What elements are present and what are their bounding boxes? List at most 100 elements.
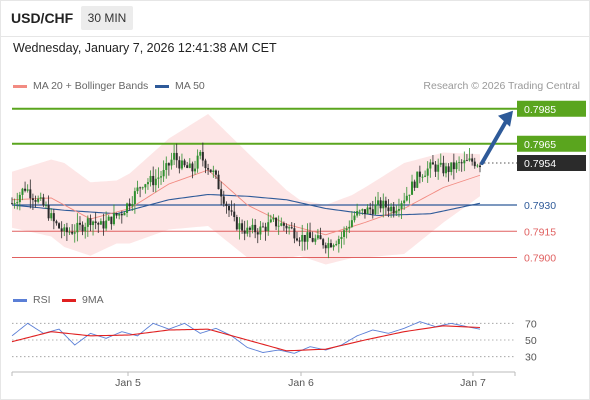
- candle-body: [424, 175, 427, 177]
- candle-body: [136, 187, 139, 192]
- candle-body: [71, 231, 74, 234]
- candle-body: [165, 163, 168, 170]
- candle-body: [235, 217, 238, 230]
- candle-body: [431, 162, 434, 165]
- level-label-0.7900: 0.7900: [524, 253, 556, 265]
- ma9-swatch: [62, 298, 76, 302]
- candle-body: [146, 182, 149, 185]
- rsi-tick-label: 50: [525, 335, 537, 347]
- level-label-0.7985: 0.7985: [524, 104, 556, 116]
- candle-body: [458, 162, 461, 164]
- candle-body: [24, 188, 27, 191]
- candle-body: [379, 200, 382, 209]
- candle-body: [212, 170, 215, 173]
- candle-body: [73, 232, 76, 234]
- candle-body: [157, 177, 160, 179]
- candle-body: [26, 189, 29, 191]
- level-label-0.7954: 0.7954: [524, 158, 556, 170]
- candle-body: [207, 168, 210, 170]
- candle-body: [220, 189, 223, 197]
- candle-body: [405, 195, 408, 201]
- candle-body: [337, 238, 340, 245]
- candle-body: [382, 200, 385, 209]
- candle-body: [115, 213, 118, 216]
- candle-body: [131, 204, 134, 207]
- candle-body: [439, 162, 442, 165]
- candle-body: [353, 215, 356, 221]
- legend-ma50: MA 50: [155, 80, 205, 92]
- ma50-swatch: [155, 84, 169, 88]
- arrow-shaft: [480, 117, 509, 165]
- candle-body: [186, 165, 189, 168]
- symbol-title: USD/CHF: [11, 10, 74, 26]
- candle-body: [416, 171, 419, 188]
- candle-body: [332, 245, 335, 248]
- candle-body: [452, 162, 455, 170]
- candle-body: [429, 162, 432, 169]
- candle-body: [272, 217, 275, 220]
- header-bar: USD/CHF 30 MIN: [0, 0, 590, 37]
- candle-body: [335, 244, 338, 246]
- candle-body: [139, 187, 142, 189]
- candle-body: [162, 169, 165, 177]
- candle-body: [178, 160, 181, 169]
- candle-body: [214, 170, 217, 175]
- candle-body: [47, 205, 50, 219]
- candle-body: [400, 203, 403, 209]
- candle-body: [303, 234, 306, 242]
- legend-ma50-label: MA 50: [175, 80, 205, 92]
- candle-body: [319, 235, 322, 240]
- level-box-0.7985: [517, 100, 586, 117]
- candle-body: [31, 198, 34, 201]
- candle-body: [264, 226, 267, 232]
- forecast-arrow: [480, 110, 513, 165]
- candle-body: [366, 207, 369, 214]
- candle-body: [384, 200, 387, 208]
- candle-body: [149, 175, 152, 183]
- candle-body: [275, 217, 278, 227]
- candle-body: [233, 211, 236, 218]
- candle-body: [408, 194, 411, 196]
- candle-body: [371, 209, 374, 215]
- rsi-swatch: [13, 298, 27, 302]
- candle-body: [84, 226, 87, 232]
- candle-body: [251, 224, 254, 230]
- candle-body: [293, 228, 296, 239]
- candle-body: [52, 213, 55, 222]
- candle-body: [329, 243, 332, 248]
- x-tick-label: Jan 6: [288, 377, 314, 389]
- candle-body: [243, 230, 246, 234]
- candle-body: [204, 160, 207, 169]
- candle-body: [188, 163, 191, 168]
- candle-body: [120, 213, 123, 216]
- candle-body: [324, 245, 327, 249]
- ma20-swatch: [13, 84, 27, 88]
- candle-body: [107, 216, 110, 221]
- candle-body: [105, 220, 108, 229]
- candle-body: [311, 237, 314, 242]
- candle-body: [374, 204, 377, 215]
- interval-button[interactable]: 30 MIN: [81, 6, 133, 30]
- legend-9ma-label: 9MA: [82, 294, 104, 306]
- candle-body: [60, 228, 63, 232]
- candle-body: [356, 211, 359, 216]
- candle-body: [479, 165, 481, 168]
- candle-body: [141, 187, 144, 189]
- candle-body: [68, 231, 71, 233]
- x-tick-label: Jan 7: [460, 377, 486, 389]
- candle-body: [377, 200, 380, 205]
- candle-body: [434, 164, 437, 172]
- candle-body: [110, 216, 113, 225]
- candle-body: [160, 176, 163, 178]
- candle-body: [301, 234, 304, 242]
- candle-body: [228, 206, 231, 211]
- candle-body: [39, 197, 42, 199]
- candle-body: [455, 162, 458, 170]
- candle-body: [94, 221, 97, 224]
- candle-body: [306, 232, 309, 242]
- candle-body: [86, 218, 89, 227]
- candle-body: [314, 238, 317, 242]
- candle-body: [468, 158, 471, 161]
- level-box-0.7965: [517, 135, 586, 152]
